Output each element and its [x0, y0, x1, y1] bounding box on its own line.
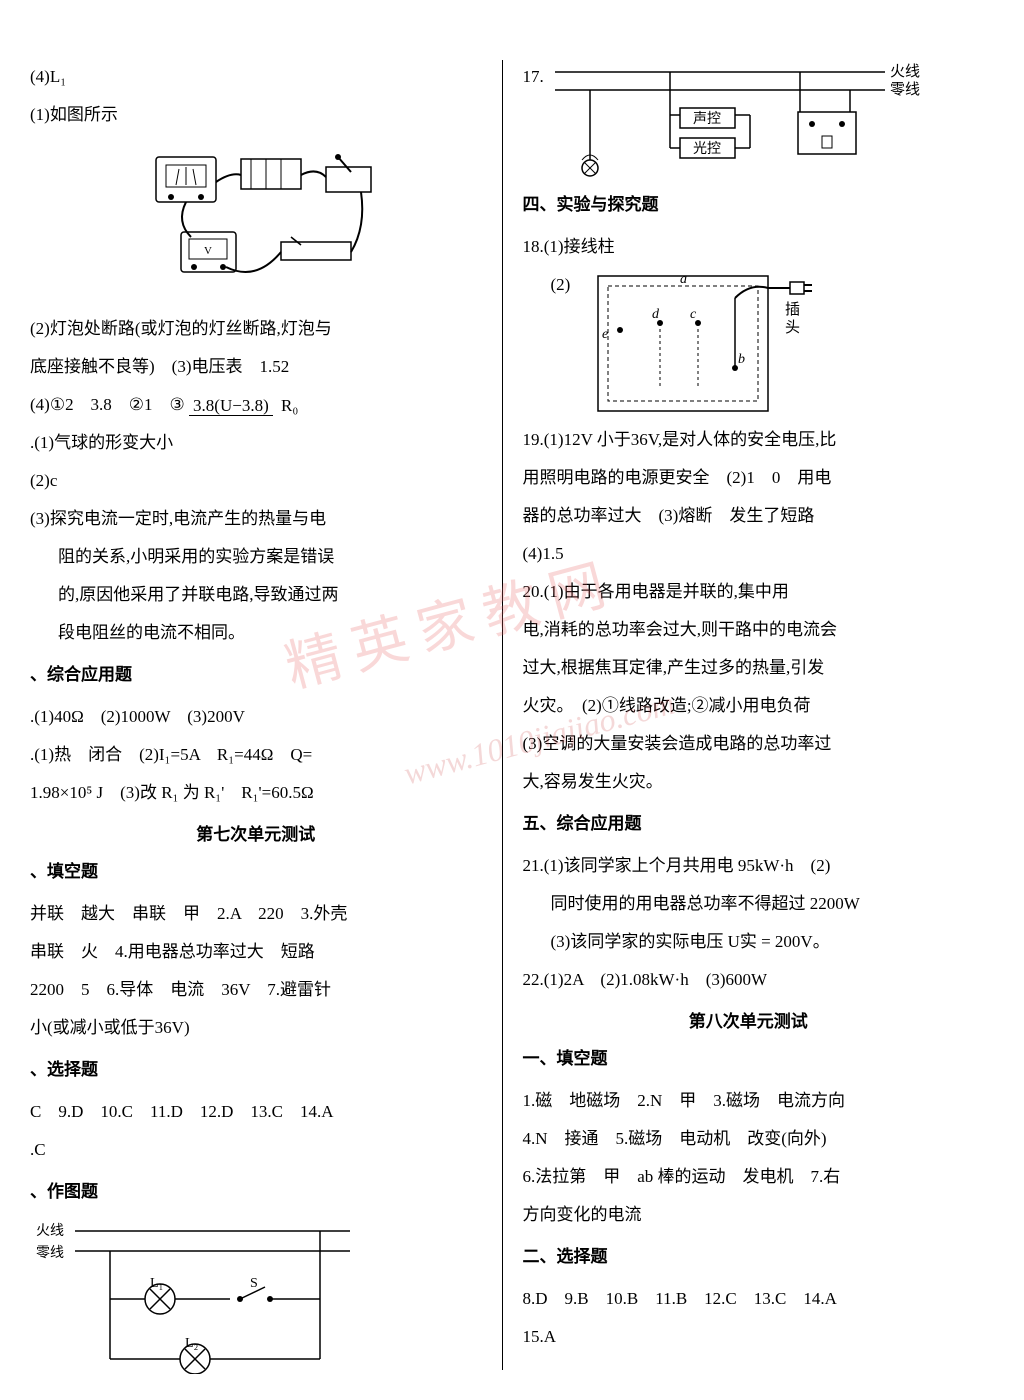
- text-line: 底座接触不良等) (3)电压表 1.52: [30, 350, 482, 384]
- section-heading: 一、填空题: [523, 1042, 975, 1076]
- section-heading: 五、综合应用题: [523, 807, 975, 841]
- circuit-experiment-diagram: V: [30, 147, 482, 297]
- text-line: 串联 火 4.用电器总功率过大 短路: [30, 935, 482, 969]
- unit-test-title-8: 第八次单元测试: [523, 1007, 975, 1032]
- svg-text:e: e: [602, 327, 608, 342]
- text-line: 19.(1)12V 小于36V,是对人体的安全电压,比: [523, 423, 975, 457]
- wire-label-neutral: 零线: [36, 1245, 64, 1261]
- text-line: 同时使用的用电器总功率不得超过 2200W: [523, 887, 975, 921]
- text-line: 方向变化的电流: [523, 1198, 975, 1232]
- text-line: (4)L₁: [30, 60, 482, 94]
- section-heading: 、选择题: [30, 1053, 482, 1087]
- svg-text:d: d: [652, 307, 660, 322]
- text-line: (3)探究电流一定时,电流产生的热量与电: [30, 502, 482, 536]
- text-line: 1.磁 地磁场 2.N 甲 3.磁场 电流方向: [523, 1084, 975, 1118]
- svg-text:插: 插: [785, 301, 800, 318]
- text-line: 火灾。 (2)①线路改造;②减小用电负荷: [523, 689, 975, 723]
- page-container: (4)L₁ (1)如图所示 V: [0, 0, 1024, 1400]
- lamp-label-2: L₂: [185, 1336, 199, 1351]
- text-line: 22.(1)2A (2)1.08kW·h (3)600W: [523, 963, 975, 997]
- svg-text:光控: 光控: [693, 141, 721, 157]
- text-line: 6.法拉第 甲 ab 棒的运动 发电机 7.右: [523, 1160, 975, 1194]
- question-number: 17.: [523, 60, 544, 94]
- text-line: (2)c: [30, 464, 482, 498]
- text-line: 4.N 接通 5.磁场 电动机 改变(向外): [523, 1122, 975, 1156]
- text-line: (3)该同学家的实际电压 U实 = 200V。: [523, 925, 975, 959]
- wire-label-live: 火线: [36, 1223, 64, 1239]
- text-line: 电,消耗的总功率会过大,则干路中的电流会: [523, 613, 975, 647]
- switch-label: S: [250, 1276, 258, 1291]
- svg-text:b: b: [738, 352, 745, 367]
- text-line: 并联 越大 串联 甲 2.A 220 3.外壳: [30, 897, 482, 931]
- text-line: 15.A: [523, 1320, 975, 1354]
- left-column: (4)L₁ (1)如图所示 V: [10, 60, 503, 1370]
- section-heading: 、综合应用题: [30, 658, 482, 692]
- text-line: 1.98×10⁵ J (3)改 R₁ 为 R₁' R₁'=60.5Ω: [30, 776, 482, 810]
- lamp-label-1: L₁: [150, 1276, 163, 1291]
- q17-diagram-row: 17. 火线 零线 声控 光控: [523, 60, 975, 180]
- text-line: (4)①2 3.8 ②1 ③ 3.8(U−3.8) R₀: [30, 388, 482, 422]
- section-heading: 四、实验与探究题: [523, 188, 975, 222]
- svg-text:V: V: [204, 245, 212, 257]
- text-line: 8.D 9.B 10.B 11.B 12.C 13.C 14.A: [523, 1282, 975, 1316]
- text-line: 段电阻丝的电流不相同。: [30, 616, 482, 650]
- text-line: .(1)40Ω (2)1000W (3)200V: [30, 700, 482, 734]
- text-line: .(1)热 闭合 (2)I₁=5A R₁=44Ω Q=: [30, 738, 482, 772]
- sub-number: (2): [523, 268, 571, 302]
- text-line: (3)空调的大量安装会造成电路的总功率过: [523, 727, 975, 761]
- fraction-numerator: 3.8(U−3.8): [189, 396, 273, 416]
- fraction-denominator: R₀: [277, 396, 302, 415]
- section-heading: 、作图题: [30, 1175, 482, 1209]
- text-line: .C: [30, 1133, 482, 1167]
- household-circuit-diagram: 火线 零线 声控 光控: [550, 60, 930, 180]
- text-line: 20.(1)由于各用电器是并联的,集中用: [523, 575, 975, 609]
- text-line: 18.(1)接线柱: [523, 230, 975, 264]
- svg-text:a: a: [680, 272, 687, 287]
- text-line: .(1)气球的形变大小: [30, 426, 482, 460]
- q18-sub2-row: (2) a e d c b: [523, 268, 975, 423]
- text-line: (2)灯泡处断路(或灯泡的灯丝断路,灯泡与: [30, 312, 482, 346]
- text-line: (1)如图所示: [30, 98, 482, 132]
- unit-test-title-7: 第七次单元测试: [30, 820, 482, 845]
- text-line: 21.(1)该同学家上个月共用电 95kW·h (2): [523, 849, 975, 883]
- fraction: 3.8(U−3.8) R₀: [189, 396, 302, 416]
- svg-text:零线: 零线: [890, 81, 920, 98]
- circuit-drawing-diagram: 火线 零线 L₁ S: [30, 1219, 350, 1359]
- right-column: 17. 火线 零线 声控 光控: [503, 60, 995, 1370]
- svg-text:c: c: [690, 307, 697, 322]
- svg-text:头: 头: [785, 319, 800, 336]
- formula-prefix: (4)①2 3.8 ②1 ③: [30, 395, 185, 414]
- text-line: C 9.D 10.C 11.D 12.D 13.C 14.A: [30, 1095, 482, 1129]
- svg-text:火线: 火线: [890, 63, 920, 80]
- text-line: 的,原因他采用了并联电路,导致通过两: [30, 578, 482, 612]
- section-heading: 、填空题: [30, 855, 482, 889]
- svg-text:声控: 声控: [693, 111, 721, 127]
- text-line: 小(或减小或低于36V): [30, 1011, 482, 1045]
- section-heading: 二、选择题: [523, 1240, 975, 1274]
- text-line: 过大,根据焦耳定律,产生过多的热量,引发: [523, 651, 975, 685]
- text-line: 2200 5 6.导体 电流 36V 7.避雷针: [30, 973, 482, 1007]
- text-line: (4)1.5: [523, 537, 975, 571]
- text-line: 阻的关系,小明采用的实验方案是错误: [30, 540, 482, 574]
- text-line: 用照明电路的电源更安全 (2)1 0 用电: [523, 461, 975, 495]
- text-line: 器的总功率过大 (3)熔断 发生了短路: [523, 499, 975, 533]
- insertion-board-diagram: a e d c b 插: [590, 268, 820, 423]
- text-line: 大,容易发生火灾。: [523, 765, 975, 799]
